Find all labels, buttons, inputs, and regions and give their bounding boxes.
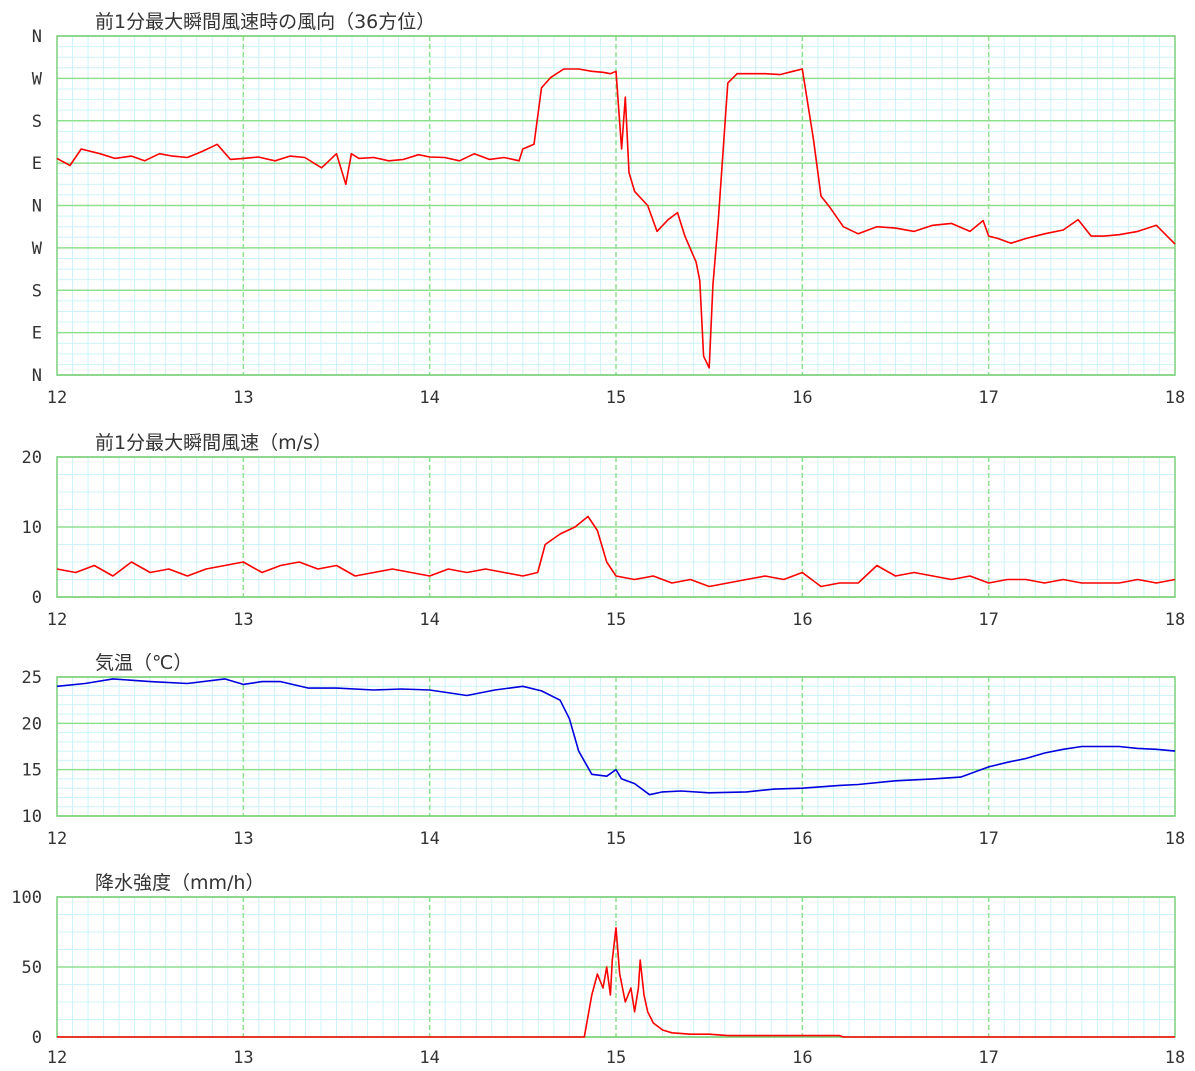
x-tick-label: 16 [792, 829, 812, 849]
y-tick-label: 25 [22, 668, 42, 688]
y-tick-label: 100 [11, 888, 42, 908]
plot-frame [56, 676, 1176, 817]
chart-panel-3: 0 50 100 12 13 14 15 16 17 18 降水強度（mm/h） [11, 872, 1185, 1068]
x-tick-label: 14 [419, 610, 439, 630]
y-tick-label: N [32, 197, 42, 217]
chart-title: 気温（℃） [95, 652, 192, 674]
x-tick-label: 12 [47, 1048, 67, 1067]
y-tick-label: W [32, 239, 43, 259]
x-tick-label: 17 [978, 829, 998, 849]
chart-panel-2: 10 15 20 25 12 13 14 15 16 17 18 気温（℃） [22, 652, 1186, 849]
y-tick-label: 10 [22, 807, 42, 827]
chart-title: 前1分最大瞬間風速時の風向（36方位） [95, 11, 435, 33]
y-tick-label: W [32, 69, 43, 89]
x-tick-label: 18 [1165, 610, 1185, 630]
series-line [56, 678, 1176, 796]
x-tick-label: 13 [233, 610, 253, 630]
y-tick-label: 15 [22, 761, 42, 781]
x-tick-label: 14 [419, 1048, 439, 1067]
plot-frame [56, 35, 1176, 376]
x-tick-label: 15 [606, 610, 626, 630]
x-tick-label: 12 [47, 388, 67, 408]
y-tick-label: E [32, 324, 42, 344]
x-tick-label: 15 [606, 388, 626, 408]
y-tick-label: 10 [22, 518, 42, 538]
y-tick-label: 20 [22, 714, 42, 734]
x-tick-label: 17 [978, 388, 998, 408]
series-line [56, 515, 1176, 588]
x-tick-label: 15 [606, 1048, 626, 1067]
chart-title: 前1分最大瞬間風速（m/s） [95, 432, 332, 454]
x-tick-label: 16 [792, 610, 812, 630]
chart-panel-1: 0 10 20 12 13 14 15 16 17 18 前1分最大瞬間風速（m/s） [22, 432, 1186, 630]
plot-frame [56, 896, 1176, 1038]
series-line [56, 68, 1176, 369]
y-tick-label: N [32, 366, 42, 386]
x-tick-label: 17 [978, 610, 998, 630]
x-tick-label: 13 [233, 388, 253, 408]
y-tick-label: 0 [32, 588, 42, 608]
x-tick-label: 15 [606, 829, 626, 849]
plot-frame [56, 456, 1176, 598]
x-tick-label: 16 [792, 1048, 812, 1067]
y-tick-label: E [32, 154, 42, 174]
x-tick-label: 18 [1165, 829, 1185, 849]
x-tick-label: 14 [419, 829, 439, 849]
x-tick-label: 18 [1165, 388, 1185, 408]
series-line [57, 926, 1175, 1038]
y-tick-label: 20 [22, 448, 42, 468]
y-tick-label: N [32, 27, 42, 47]
chart-title: 降水強度（mm/h） [95, 872, 264, 894]
y-tick-label: 50 [22, 958, 42, 978]
x-tick-label: 13 [233, 829, 253, 849]
y-tick-label: S [32, 281, 42, 301]
x-tick-label: 13 [233, 1048, 253, 1067]
x-tick-label: 17 [978, 1048, 998, 1067]
x-tick-label: 12 [47, 829, 67, 849]
x-tick-label: 12 [47, 610, 67, 630]
x-tick-label: 16 [792, 388, 812, 408]
x-tick-label: 18 [1165, 1048, 1185, 1067]
y-tick-label: S [32, 112, 42, 132]
x-tick-label: 14 [419, 388, 439, 408]
y-tick-label: 0 [32, 1028, 42, 1048]
